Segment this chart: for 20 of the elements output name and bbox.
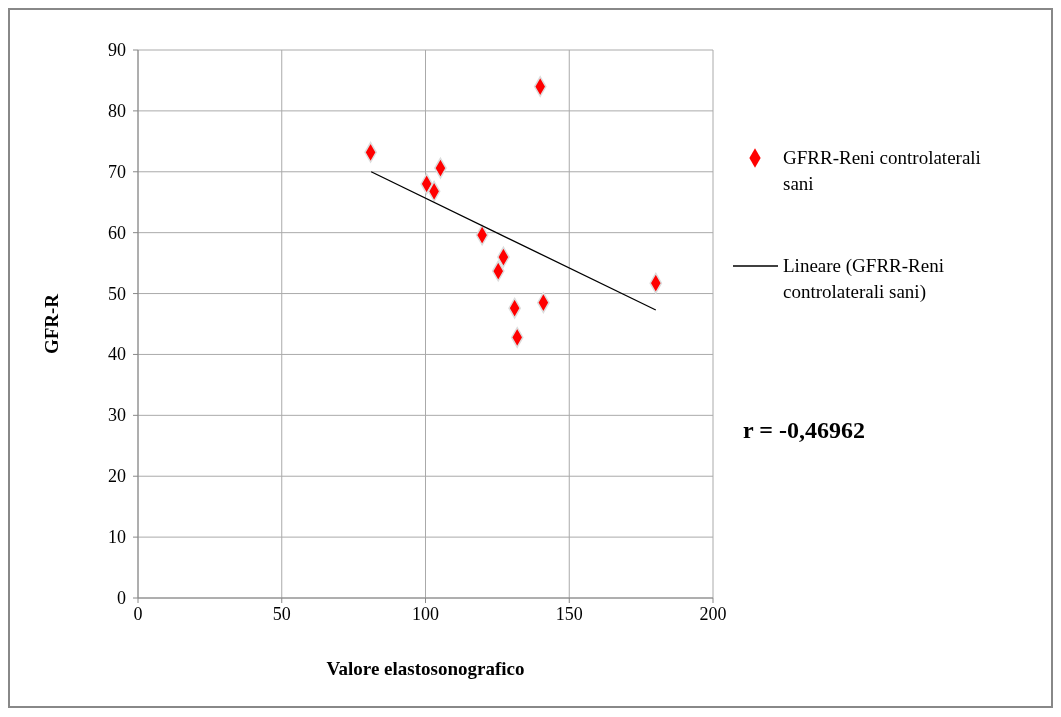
x-tick-label: 50 <box>272 604 291 624</box>
y-tick-label: 20 <box>108 466 126 487</box>
y-axis-title: GFR-R <box>41 293 62 355</box>
y-tick-label: 90 <box>108 40 126 60</box>
y-tick-label: 50 <box>108 283 126 304</box>
y-tick-label: 0 <box>117 588 126 608</box>
y-tick-label: 30 <box>108 405 126 426</box>
y-tick-label: 70 <box>108 161 126 182</box>
x-tick-label: 100 <box>412 604 439 624</box>
y-tick-label: 40 <box>108 344 126 365</box>
legend-label: GFRR-Reni controlaterali sani <box>783 147 981 194</box>
y-tick-label: 10 <box>108 527 126 548</box>
text: r = -0,46962 <box>743 417 865 443</box>
x-tick-label: 0 <box>133 604 143 624</box>
x-tick-label: 150 <box>555 604 583 624</box>
legend-label: Lineare (GFRR-Reni controlaterali sani) <box>783 255 944 303</box>
y-tick-label: 60 <box>108 222 126 243</box>
x-tick-label: 200 <box>699 604 727 624</box>
y-tick-label: 80 <box>108 100 126 121</box>
x-axis-title: Valore elastosonografico <box>326 658 525 679</box>
